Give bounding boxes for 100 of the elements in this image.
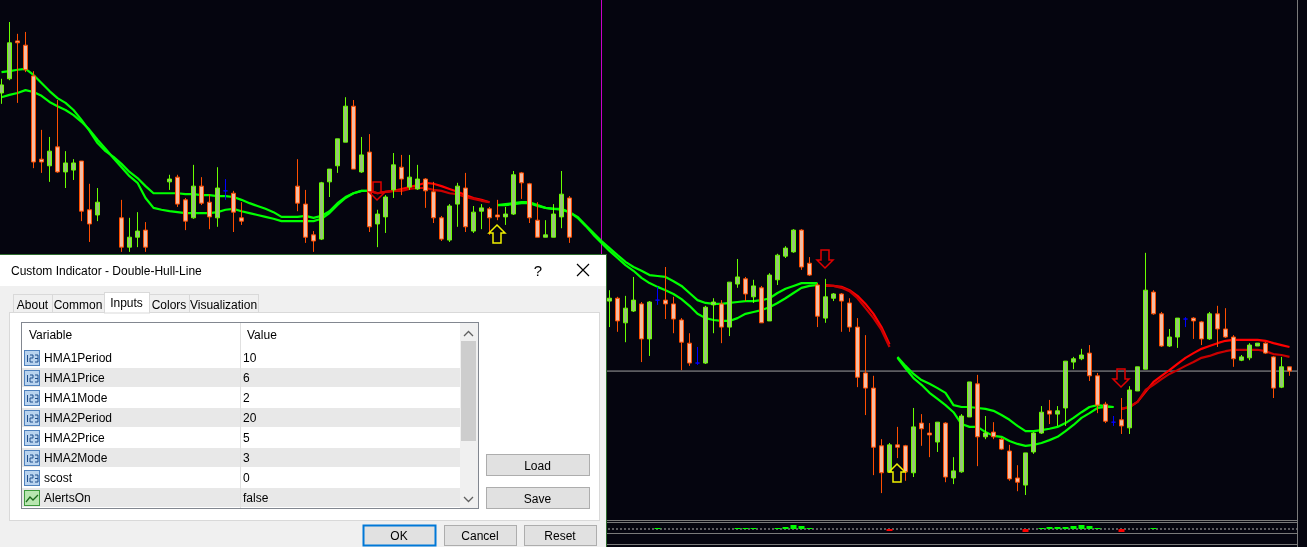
candlestick bbox=[647, 300, 652, 357]
candlestick bbox=[831, 292, 836, 302]
candlestick bbox=[663, 266, 668, 320]
candlestick bbox=[991, 421, 996, 440]
candlestick bbox=[415, 164, 420, 191]
candlestick bbox=[751, 279, 756, 304]
candlestick bbox=[887, 442, 892, 474]
candlestick bbox=[503, 206, 508, 226]
candlestick bbox=[791, 228, 796, 254]
candlestick bbox=[199, 176, 204, 206]
annotation: false bbox=[243, 491, 269, 505]
candlestick bbox=[1151, 289, 1156, 316]
candlestick bbox=[447, 203, 452, 243]
candlestick bbox=[535, 201, 540, 238]
annotation: 6 bbox=[243, 371, 250, 385]
annotation: 5 bbox=[243, 431, 250, 445]
candlestick bbox=[351, 99, 356, 170]
annotation: Value bbox=[247, 328, 278, 342]
candlestick bbox=[903, 444, 908, 482]
candlestick bbox=[327, 168, 332, 198]
candlestick bbox=[703, 305, 708, 365]
candlestick bbox=[1287, 366, 1292, 377]
candlestick bbox=[943, 421, 948, 483]
candlestick bbox=[567, 195, 572, 244]
candlestick bbox=[215, 166, 220, 228]
annotation: 2 bbox=[243, 391, 250, 405]
candlestick bbox=[1247, 342, 1252, 361]
candlestick bbox=[1279, 356, 1284, 389]
candlestick bbox=[359, 136, 364, 174]
annotation: Variable bbox=[29, 328, 73, 342]
candlestick bbox=[1255, 342, 1260, 347]
candlestick bbox=[1175, 317, 1180, 349]
candlestick bbox=[1031, 431, 1036, 455]
candlestick bbox=[1271, 355, 1276, 399]
candlestick bbox=[511, 170, 516, 216]
candlestick bbox=[1007, 444, 1012, 482]
candlestick bbox=[95, 187, 100, 222]
candlestick bbox=[687, 332, 692, 367]
candlestick bbox=[639, 301, 644, 363]
annotation: HMA2Price bbox=[44, 431, 106, 445]
candlestick bbox=[455, 182, 460, 228]
candlestick bbox=[1223, 307, 1228, 339]
annotation: 3 bbox=[243, 451, 250, 465]
candlestick bbox=[1071, 356, 1076, 370]
annotation: 10 bbox=[243, 351, 257, 365]
candlestick bbox=[7, 21, 12, 81]
candlestick bbox=[927, 422, 932, 458]
candlestick bbox=[487, 206, 492, 236]
candlestick bbox=[63, 150, 68, 189]
candlestick bbox=[607, 289, 612, 328]
candlestick bbox=[895, 426, 900, 459]
candlestick bbox=[439, 215, 444, 242]
candlestick bbox=[0, 78, 4, 105]
candlestick bbox=[559, 170, 564, 229]
candlestick bbox=[543, 219, 548, 238]
candlestick bbox=[847, 297, 852, 333]
candlestick bbox=[495, 199, 500, 221]
candlestick bbox=[623, 295, 628, 343]
candlestick bbox=[983, 415, 988, 440]
annotation: Load bbox=[524, 458, 551, 473]
annotation: OK bbox=[390, 529, 408, 543]
candlestick bbox=[1199, 320, 1204, 346]
candlestick bbox=[1119, 397, 1124, 435]
candlestick bbox=[1135, 366, 1140, 392]
annotation: AlertsOn bbox=[44, 491, 91, 505]
annotation: Reset bbox=[544, 529, 577, 543]
candlestick bbox=[919, 413, 924, 447]
candlestick bbox=[15, 33, 20, 104]
candlestick bbox=[471, 205, 476, 234]
candlestick bbox=[47, 136, 52, 183]
candlestick bbox=[319, 181, 324, 241]
candlestick bbox=[183, 197, 188, 231]
annotation: About bbox=[16, 297, 49, 312]
candlestick bbox=[871, 375, 876, 476]
candlestick bbox=[1023, 452, 1028, 496]
candlestick bbox=[719, 299, 724, 344]
candlestick bbox=[1095, 372, 1100, 414]
candlestick bbox=[191, 164, 196, 220]
candlestick bbox=[87, 183, 92, 243]
candlestick bbox=[967, 381, 972, 418]
candlestick bbox=[615, 296, 620, 333]
candlestick bbox=[143, 221, 148, 253]
candlestick bbox=[695, 346, 700, 366]
candlestick bbox=[223, 178, 228, 201]
candlestick bbox=[399, 154, 404, 196]
candlestick bbox=[767, 272, 772, 322]
candlestick bbox=[135, 211, 140, 248]
candlestick bbox=[1063, 360, 1068, 427]
text: Custom Indicator - Double-Hull-Line bbox=[11, 264, 203, 278]
candlestick bbox=[1239, 354, 1244, 362]
candlestick bbox=[823, 278, 828, 324]
candlestick bbox=[951, 456, 956, 485]
candlestick bbox=[711, 297, 716, 334]
candlestick bbox=[23, 31, 28, 73]
candlestick bbox=[519, 171, 524, 200]
candlestick bbox=[1127, 385, 1132, 435]
annotation: HMA1Mode bbox=[44, 391, 108, 405]
candlestick bbox=[1263, 341, 1268, 355]
candlestick bbox=[79, 160, 84, 222]
annotation: Inputs bbox=[110, 296, 143, 310]
